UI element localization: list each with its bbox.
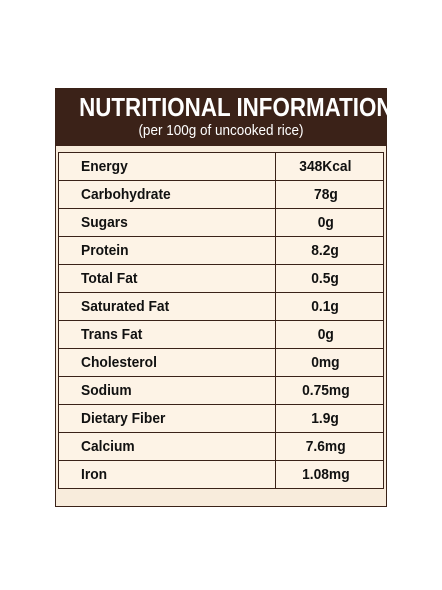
nutrient-label: Iron — [58, 460, 276, 489]
nutrient-value: 348Kcal — [275, 152, 384, 181]
nutrient-label: Protein — [58, 236, 276, 265]
nutrient-label: Trans Fat — [58, 320, 276, 349]
nutrient-value: 0g — [275, 320, 384, 349]
nutrition-header: NUTRITIONAL INFORMATION (per 100g of unc… — [56, 89, 393, 146]
nutrient-value: 1.08mg — [275, 460, 384, 489]
nutrient-value: 0.75mg — [275, 376, 384, 405]
nutrition-title: NUTRITIONAL INFORMATION — [79, 92, 393, 122]
table-row: Protein 8.2g — [58, 236, 384, 265]
table-row: Dietary Fiber 1.9g — [58, 404, 384, 433]
table-row: Saturated Fat 0.1g — [58, 292, 384, 321]
nutrient-label: Energy — [58, 152, 276, 181]
nutrition-panel: NUTRITIONAL INFORMATION (per 100g of unc… — [55, 88, 393, 507]
nutrient-value: 78g — [275, 180, 384, 209]
nutrient-label: Cholesterol — [58, 348, 276, 377]
nutrient-label: Sodium — [58, 376, 276, 405]
table-row: Iron 1.08mg — [58, 460, 384, 489]
nutrient-value: 8.2g — [275, 236, 384, 265]
nutrient-label: Sugars — [58, 208, 276, 237]
nutrition-subtitle: (per 100g of uncooked rice) — [138, 122, 304, 139]
nutrient-value: 0.5g — [275, 264, 384, 293]
nutrient-label: Dietary Fiber — [58, 404, 276, 433]
table-row: Sodium 0.75mg — [58, 376, 384, 405]
nutrient-label: Calcium — [58, 432, 276, 461]
nutrient-value: 0.1g — [275, 292, 384, 321]
nutrition-table: Energy 348Kcal Carbohydrate 78g Sugars 0… — [58, 152, 384, 489]
nutrition-table-wrap: Energy 348Kcal Carbohydrate 78g Sugars 0… — [56, 146, 386, 506]
nutrient-value: 0mg — [275, 348, 384, 377]
table-row: Energy 348Kcal — [58, 152, 384, 181]
table-row: Carbohydrate 78g — [58, 180, 384, 209]
table-row: Sugars 0g — [58, 208, 384, 237]
nutrient-value: 0g — [275, 208, 384, 237]
nutrient-label: Saturated Fat — [58, 292, 276, 321]
table-row: Total Fat 0.5g — [58, 264, 384, 293]
nutrient-label: Total Fat — [58, 264, 276, 293]
table-row: Trans Fat 0g — [58, 320, 384, 349]
nutrient-value: 1.9g — [275, 404, 384, 433]
nutrient-value: 7.6mg — [275, 432, 384, 461]
nutrient-label: Carbohydrate — [58, 180, 276, 209]
table-row: Calcium 7.6mg — [58, 432, 384, 461]
table-row: Cholesterol 0mg — [58, 348, 384, 377]
